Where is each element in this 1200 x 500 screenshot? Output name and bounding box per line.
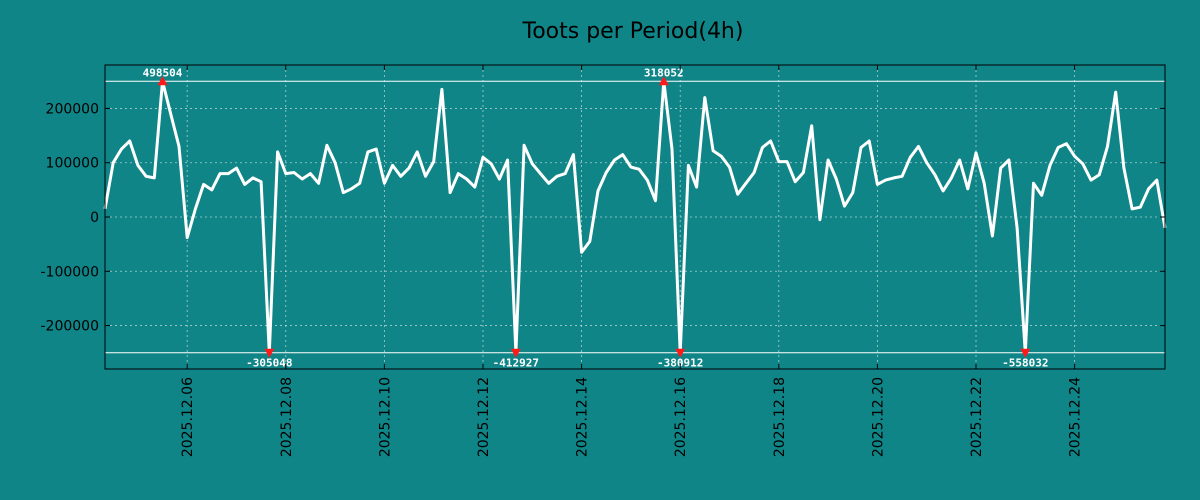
- x-tick-label: 2025.12.18: [772, 377, 788, 457]
- clip-value-label: -305048: [246, 357, 292, 370]
- x-tick-label: 2025.12.10: [377, 377, 393, 457]
- clip-marker-up: [157, 76, 168, 86]
- y-tick-label: 200000: [46, 101, 99, 117]
- clip-value-label: 318052: [644, 66, 684, 79]
- chart-title: Toots per Period(4h): [522, 19, 744, 44]
- series-layer: [103, 79, 1167, 355]
- y-tick-label: 0: [90, 210, 99, 226]
- clip-marker-down: [510, 348, 521, 358]
- markers-layer: 498504 -305048 -412927 318052 -380912 -558032: [143, 66, 1049, 369]
- x-tick-label: 2025.12.08: [279, 377, 295, 457]
- x-tick-label: 2025.12.12: [476, 377, 492, 457]
- clip-marker-down: [675, 348, 686, 358]
- clip-value-label: -558032: [1002, 357, 1048, 370]
- clip-marker-up: [658, 76, 669, 86]
- clip-lines: [105, 80, 1165, 354]
- x-tick-label: 2025.12.20: [870, 377, 886, 457]
- y-tick-label: -100000: [41, 264, 100, 280]
- series-line: [103, 79, 1167, 355]
- y-tick-label: 100000: [46, 156, 99, 172]
- x-tick-label: 2025.12.14: [575, 377, 591, 457]
- x-tick-label: 2025.12.24: [1068, 377, 1084, 457]
- x-tick-label: 2025.12.06: [180, 377, 196, 457]
- clip-marker-down: [264, 348, 275, 358]
- y-axis: -200000 -100000 0 100000 200000: [41, 101, 1165, 335]
- plot-frame: [104, 64, 1166, 370]
- clip-value-label: -412927: [493, 357, 539, 370]
- y-tick-label: -200000: [41, 319, 100, 335]
- x-axis: 2025.12.06 2025.12.08 2025.12.10 2025.12.12…: [180, 65, 1084, 457]
- clip-marker-down: [1020, 348, 1031, 358]
- x-tick-label: 2025.12.16: [673, 377, 689, 457]
- x-tick-label: 2025.12.22: [969, 377, 985, 457]
- clip-value-label: 498504: [143, 66, 183, 79]
- clip-value-label: -380912: [657, 357, 703, 370]
